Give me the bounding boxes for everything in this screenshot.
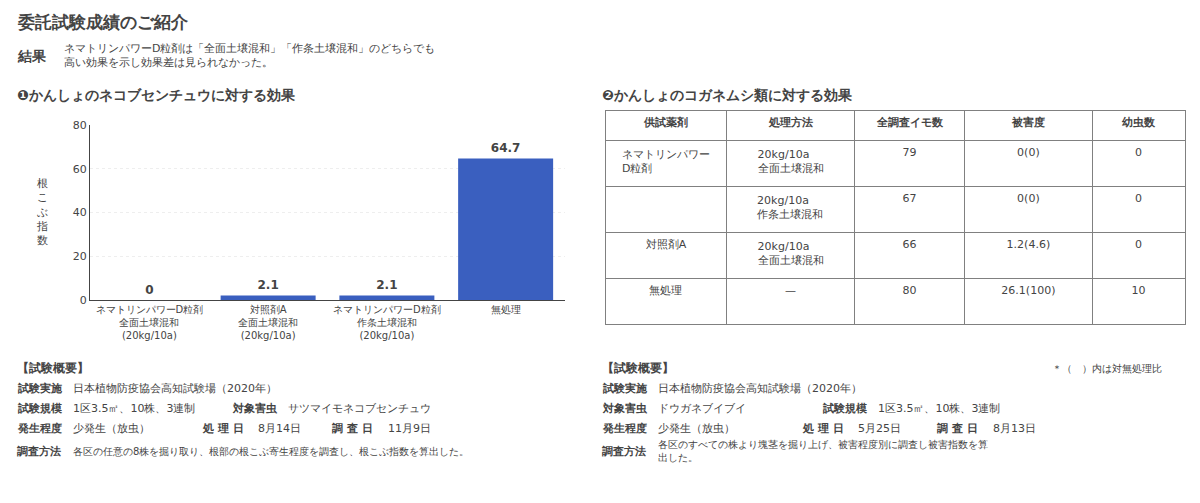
svg-text:1.2(4.6): 1.2(4.6) (1007, 238, 1051, 251)
svg-text:根こぶ指数: 根こぶ指数 (36, 177, 48, 247)
svg-text:処 理 日: 処 理 日 (202, 422, 244, 435)
svg-text:ネマトリンパワーD粒剤: ネマトリンパワーD粒剤 (622, 148, 710, 175)
svg-text:80: 80 (903, 284, 917, 297)
svg-text:【試験概要】: 【試験概要】 (17, 361, 89, 375)
svg-text:日本植物防疫協会高知試験場（2020年）: 日本植物防疫協会高知試験場（2020年） (73, 382, 277, 395)
svg-text:❶かんしょのネコブセンチュウに対する効果: ❶かんしょのネコブセンチュウに対する効果 (17, 87, 296, 103)
svg-text:全調査イモ数: 全調査イモ数 (876, 116, 944, 129)
svg-text:—: — (785, 284, 796, 297)
svg-text:0(0): 0(0) (1017, 192, 1040, 205)
svg-text:79: 79 (903, 146, 917, 159)
svg-text:8月14日: 8月14日 (258, 422, 301, 435)
svg-text:委託試験成績のご紹介: 委託試験成績のご紹介 (17, 12, 189, 32)
svg-text:対象害虫: 対象害虫 (602, 402, 648, 415)
svg-text:20kg/10a全面土壌混和: 20kg/10a全面土壌混和 (758, 148, 824, 175)
svg-text:日本植物防疫協会高知試験場（2020年）: 日本植物防疫協会高知試験場（2020年） (658, 382, 862, 395)
svg-text:0: 0 (1135, 238, 1142, 251)
svg-text:少発生（放虫）: 少発生（放虫） (658, 422, 735, 435)
svg-text:60: 60 (73, 163, 87, 176)
svg-text:80: 80 (73, 119, 87, 132)
svg-text:各区の任意の8株を掘り取り、根部の根こぶ寄生程度を調査し、根: 各区の任意の8株を掘り取り、根部の根こぶ寄生程度を調査し、根こぶ指数を算出した。 (73, 446, 469, 457)
svg-text:0: 0 (80, 294, 87, 307)
svg-text:0(0): 0(0) (1017, 146, 1040, 159)
svg-text:試験規模: 試験規模 (17, 402, 63, 415)
svg-text:67: 67 (903, 192, 917, 205)
svg-text:0: 0 (1135, 146, 1142, 159)
svg-text:1区3.5㎡、10株、3連制: 1区3.5㎡、10株、3連制 (878, 402, 1001, 415)
svg-text:処理方法: 処理方法 (768, 116, 813, 129)
svg-text:無処理: 無処理 (491, 304, 521, 315)
svg-text:11月9日: 11月9日 (388, 422, 431, 435)
svg-text:5月25日: 5月25日 (858, 422, 901, 435)
svg-text:少発生（放虫）: 少発生（放虫） (73, 422, 150, 435)
svg-text:ドウガネブイブイ: ドウガネブイブイ (658, 402, 746, 415)
svg-text:処 理 日: 処 理 日 (802, 422, 844, 435)
svg-text:【試験概要】: 【試験概要】 (602, 361, 674, 375)
svg-text:被害度: 被害度 (1011, 116, 1045, 129)
svg-text:発生程度: 発生程度 (602, 422, 647, 435)
svg-text:無処理: 無処理 (649, 284, 682, 297)
svg-text:2.1: 2.1 (257, 278, 278, 292)
svg-text:＊（ ）内は対無処理比: ＊（ ）内は対無処理比 (1052, 363, 1162, 374)
svg-text:ネマトリンパワーD粒剤は「全面土壌混和」「作条土壌混和」のど: ネマトリンパワーD粒剤は「全面土壌混和」「作条土壌混和」のどちらでも高い効果を示… (64, 42, 435, 69)
svg-text:ネマトリンパワーD粒剤全面土壌混和(20kg/10a): ネマトリンパワーD粒剤全面土壌混和(20kg/10a) (96, 304, 204, 341)
svg-text:10: 10 (1132, 284, 1146, 297)
svg-text:調査方法: 調査方法 (602, 445, 646, 458)
svg-text:対照剤A: 対照剤A (646, 238, 687, 251)
svg-text:64.7: 64.7 (491, 141, 521, 155)
svg-text:20kg/10a作条土壌混和: 20kg/10a作条土壌混和 (756, 194, 823, 221)
svg-text:発生程度: 発生程度 (17, 422, 62, 435)
svg-text:対照剤A全面土壌混和(20kg/10a): 対照剤A全面土壌混和(20kg/10a) (238, 304, 298, 341)
svg-text:40: 40 (73, 206, 87, 219)
svg-text:26.1(100): 26.1(100) (1001, 284, 1055, 297)
svg-text:各区のすべての株より塊茎を掘り上げ、被害程度別に調査し被害指: 各区のすべての株より塊茎を掘り上げ、被害程度別に調査し被害指数を算出した。 (658, 439, 988, 463)
svg-text:0: 0 (145, 283, 153, 297)
svg-text:結果: 結果 (17, 48, 47, 64)
svg-text:幼虫数: 幼虫数 (1121, 116, 1156, 129)
svg-text:調査方法: 調査方法 (17, 445, 61, 458)
svg-text:サツマイモネコブセンチュウ: サツマイモネコブセンチュウ (288, 402, 431, 415)
svg-text:20: 20 (73, 250, 87, 263)
svg-text:2.1: 2.1 (376, 278, 397, 292)
svg-text:0: 0 (1135, 192, 1142, 205)
svg-text:調 査 日: 調 査 日 (332, 422, 373, 435)
svg-text:8月13日: 8月13日 (993, 422, 1036, 435)
svg-text:試験実施: 試験実施 (17, 382, 63, 395)
svg-text:供試薬剤: 供試薬剤 (643, 116, 688, 129)
svg-text:1区3.5㎡、10株、3連制: 1区3.5㎡、10株、3連制 (73, 402, 196, 415)
svg-text:試験実施: 試験実施 (602, 382, 648, 395)
svg-text:ネマトリンパワーD粒剤作条土壌混和(20kg/10a): ネマトリンパワーD粒剤作条土壌混和(20kg/10a) (333, 304, 441, 341)
svg-text:❷かんしょのコガネムシ類に対する効果: ❷かんしょのコガネムシ類に対する効果 (602, 87, 853, 103)
svg-text:試験規模: 試験規模 (822, 402, 868, 415)
svg-text:66: 66 (903, 238, 917, 251)
svg-text:20kg/10a全面土壌混和: 20kg/10a全面土壌混和 (758, 240, 824, 267)
svg-text:対象害虫: 対象害虫 (232, 402, 278, 415)
svg-text:調 査 日: 調 査 日 (937, 422, 978, 435)
